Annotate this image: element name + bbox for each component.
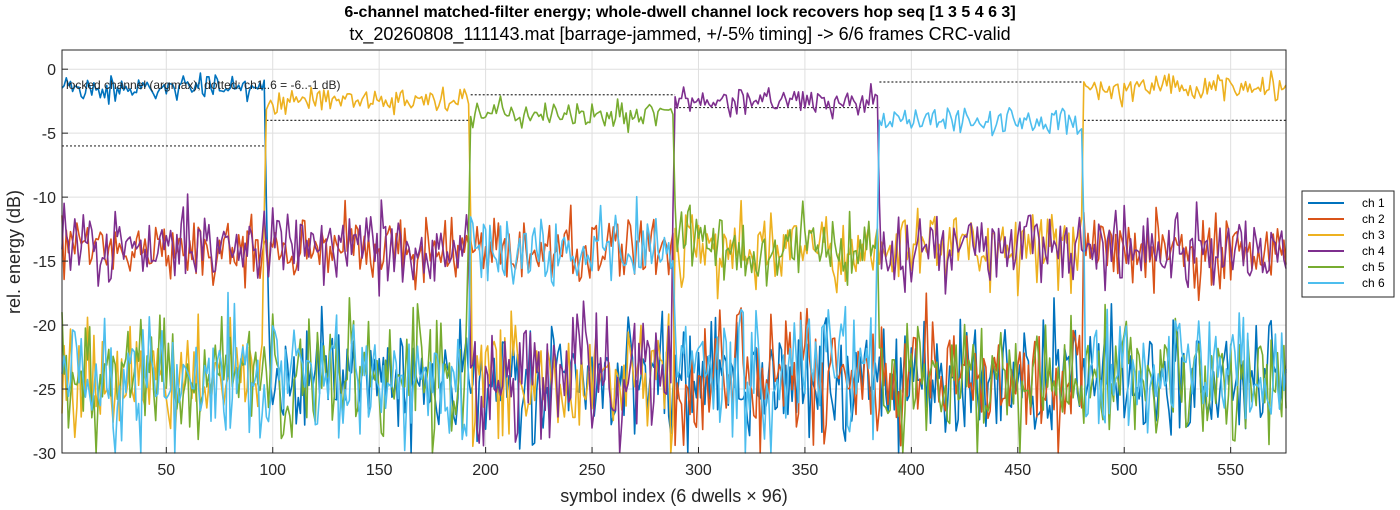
legend-entry: ch 5 <box>1362 260 1385 274</box>
x-tick-label: 200 <box>472 462 499 479</box>
y-tick-label: -15 <box>33 254 56 271</box>
y-tick-label: -10 <box>33 190 56 207</box>
series-line-ch5 <box>61 95 1287 454</box>
x-axis-label: symbol index (6 dwells × 96) <box>560 486 788 506</box>
legend-entry: ch 6 <box>1362 276 1385 290</box>
x-tick-label: 400 <box>898 462 925 479</box>
plot-frame <box>61 49 1287 454</box>
axis-ticks: 50 100 150 200 250 300 350 400 450 500 550 -30 -25 -2… <box>33 62 1244 479</box>
x-tick-label: 250 <box>579 462 606 479</box>
legend-box <box>1301 190 1395 298</box>
series-lines <box>61 70 1287 454</box>
series-line-ch6 <box>61 107 1287 454</box>
y-tick-label: -30 <box>33 446 56 463</box>
legend-entry: ch 4 <box>1362 244 1385 258</box>
y-tick-label: -25 <box>33 382 56 399</box>
legend: ch 1 ch 2 ch 3 ch 4 ch 5 ch 6 <box>1301 190 1395 298</box>
x-tick-label: 550 <box>1217 462 1244 479</box>
legend-entry: ch 3 <box>1362 228 1385 242</box>
legend-entry: ch 2 <box>1362 212 1385 226</box>
x-tick-label: 100 <box>259 462 286 479</box>
y-axis-label: rel. energy (dB) <box>4 190 24 314</box>
reference-levels <box>62 81 1286 147</box>
legend-entry: ch 1 <box>1362 196 1385 210</box>
x-tick-label: 150 <box>366 462 393 479</box>
chart-title: 6-channel matched-filter energy; whole-d… <box>344 4 1015 21</box>
x-tick-label: 450 <box>1004 462 1031 479</box>
lock-annotation: locked channel (argmax); dotted: ch1..6 … <box>66 78 340 92</box>
series-line-ch3 <box>61 70 1287 454</box>
y-tick-label: -5 <box>42 126 56 143</box>
chart-subtitle: tx_20260808_111143.mat [barrage-jammed, … <box>349 24 1010 45</box>
y-tick-label: -20 <box>33 318 56 335</box>
x-tick-label: 350 <box>792 462 819 479</box>
x-tick-label: 500 <box>1111 462 1138 479</box>
x-tick-label: 300 <box>685 462 712 479</box>
y-tick-label: 0 <box>47 62 56 79</box>
x-tick-label: 50 <box>157 462 175 479</box>
